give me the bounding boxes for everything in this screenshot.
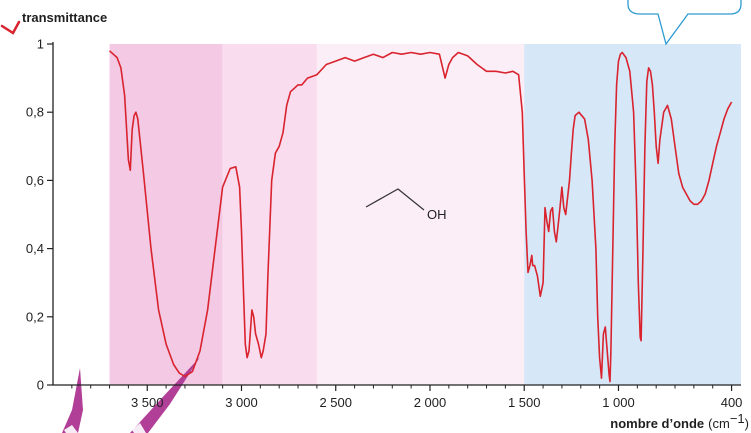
y-axis-label: transmittance [22,10,107,25]
y-tick-label-3: 0,6 [26,173,44,188]
chart-axes [52,42,741,386]
purple-pointer-arrows [62,357,200,433]
y-tick-label-1: 0,2 [26,309,44,324]
spectrum-line-0 [108,50,733,383]
x-axis-title: nombre d’onde [610,416,704,431]
ethanol-molecule: OH [365,188,447,222]
y-tick-label-2: 0,4 [26,241,44,256]
x-tick-label-5: 1 000 [602,395,635,410]
region-band-0 [109,44,223,385]
region-band-2 [316,44,525,385]
purple-arrow-right [130,357,200,433]
ethanol-oh-label: OH [427,207,447,222]
axis-ticks: 0 0,2 0,4 0,6 0,8 1 3 500 3 000 2 500 2 000 1 500 1… [26,37,743,411]
x-axis-label: nombre d’onde (cm−1) [610,411,749,431]
x-tick-label-4: 1 500 [508,395,541,410]
y-tick-label-0: 0 [37,378,44,393]
y-tick-label-4: 0,8 [26,105,44,120]
ethanol-skeleton [365,188,425,211]
x-tick-label-2: 2 500 [319,395,352,410]
spectrum-series [108,50,733,383]
x-axis-unit: (cm [708,416,730,431]
purple-arrow-right-tip [132,423,146,433]
x-tick-label-6: 400 [721,395,743,410]
purple-arrow-left-tip [64,425,78,433]
purple-arrow-left [62,368,83,433]
red-pointer-mark [0,20,21,35]
y-tick-label-5: 1 [37,37,44,52]
x-axis-unit-exponent: −1 [730,411,745,426]
x-tick-label-0: 3 500 [131,395,164,410]
x-axis-unit-close: ) [745,416,749,431]
x-tick-label-1: 3 000 [225,395,258,410]
x-tick-label-3: 2 000 [414,395,447,410]
callout-bubble [627,0,742,46]
callout-bubble-outline [627,0,742,46]
